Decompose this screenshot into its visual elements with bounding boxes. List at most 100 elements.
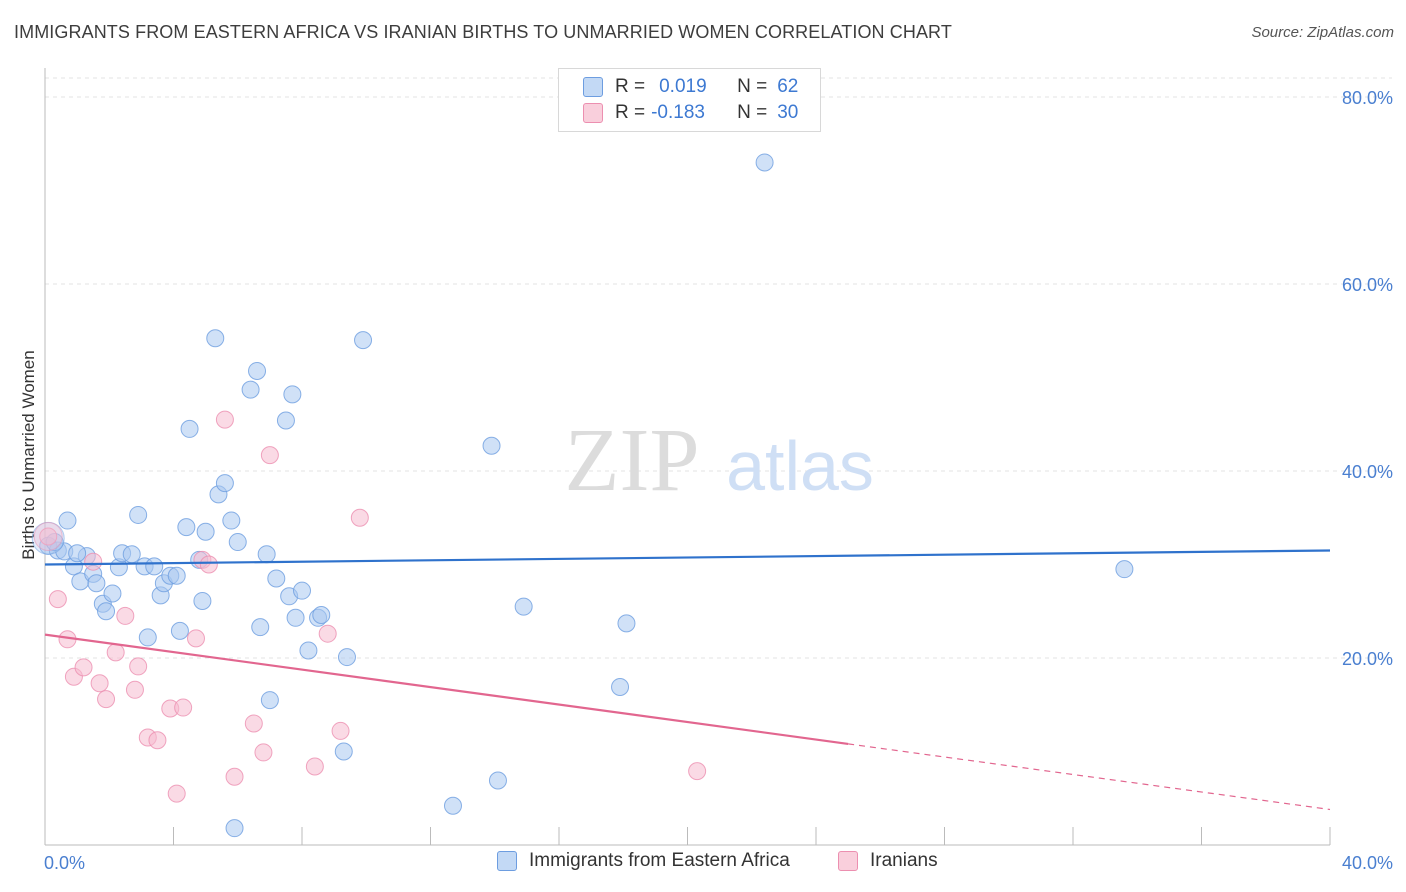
- data-point: [145, 557, 164, 576]
- data-point: [254, 743, 273, 762]
- bottom-legend-label: Immigrants from Eastern Africa: [529, 850, 790, 871]
- legend-row-eastern-africa: R = 0.019 N = 62: [583, 75, 798, 99]
- data-point: [251, 618, 270, 637]
- data-point: [174, 698, 193, 717]
- data-point: [186, 629, 205, 648]
- data-point: [215, 410, 234, 429]
- legend-r-value: 0.019: [659, 76, 707, 97]
- data-point: [293, 581, 311, 600]
- data-point: [116, 606, 135, 625]
- series-eastern-africa-points: [31, 153, 1134, 838]
- data-point: [177, 518, 196, 537]
- data-point: [286, 608, 305, 627]
- legend-swatch-blue: [583, 77, 603, 97]
- data-point: [97, 690, 116, 709]
- data-point: [87, 574, 106, 593]
- trend-lines: [44, 549, 1331, 811]
- data-point: [199, 555, 218, 574]
- x-tick-label: 40.0%: [1342, 853, 1393, 873]
- data-point: [688, 762, 707, 781]
- grid-lines: [45, 77, 1392, 659]
- data-point: [206, 329, 225, 348]
- data-point: [58, 511, 77, 530]
- data-point: [148, 731, 167, 750]
- correlation-legend: R = 0.019 N = 62 R = -0.183 N = 30: [558, 68, 821, 132]
- data-point: [260, 446, 279, 465]
- data-point: [305, 757, 324, 776]
- data-point: [331, 721, 350, 740]
- data-point-cluster: [33, 521, 63, 551]
- watermark-zip: ZIP: [565, 411, 700, 510]
- data-point: [84, 552, 103, 571]
- y-axis-label: Births to Unmarried Women: [19, 350, 38, 559]
- data-point: [125, 680, 144, 699]
- bottom-legend-swatch-blue: [497, 851, 517, 871]
- data-point: [260, 691, 279, 710]
- data-point: [138, 628, 157, 647]
- data-point: [318, 624, 337, 643]
- data-point: [129, 505, 148, 524]
- legend-n-label: N =: [737, 76, 768, 97]
- y-tick-label: 20.0%: [1342, 649, 1393, 669]
- trend-line-eastern-africa: [44, 549, 1331, 566]
- data-point: [167, 784, 186, 803]
- data-point: [215, 474, 234, 493]
- data-point: [244, 714, 263, 733]
- watermark: ZIP atlas: [565, 411, 874, 510]
- data-point: [90, 674, 109, 693]
- data-point: [97, 602, 116, 621]
- legend-n-label: N =: [737, 102, 768, 123]
- legend-n-value: 30: [777, 102, 799, 123]
- data-point: [241, 380, 260, 399]
- trend-line-iranians-dashed: [848, 743, 1331, 811]
- y-tick-label: 80.0%: [1342, 88, 1393, 108]
- data-point: [167, 566, 186, 585]
- data-point: [170, 621, 189, 640]
- y-tick-label: 60.0%: [1342, 275, 1393, 295]
- data-point: [312, 605, 331, 624]
- bottom-legend-eastern-africa: Immigrants from Eastern Africa: [497, 850, 790, 872]
- data-point: [222, 511, 241, 530]
- y-tick-labels: 20.0% 40.0% 60.0% 80.0%: [1342, 88, 1393, 669]
- data-point: [267, 569, 286, 588]
- y-tick-label: 40.0%: [1342, 462, 1393, 482]
- data-point: [129, 657, 148, 676]
- watermark-atlas: atlas: [726, 427, 874, 505]
- data-point: [193, 591, 212, 610]
- chart-title: IMMIGRANTS FROM EASTERN AFRICA VS IRANIA…: [14, 22, 952, 42]
- legend-r-label: R =: [615, 76, 646, 97]
- data-point: [39, 527, 58, 546]
- x-tick-labels: 0.0% 40.0%: [44, 853, 1393, 873]
- data-point: [482, 436, 501, 455]
- data-point: [225, 767, 244, 786]
- data-point: [103, 584, 122, 603]
- bottom-legend-label: Iranians: [870, 850, 938, 871]
- data-point: [617, 614, 636, 633]
- legend-r-value: -0.183: [651, 102, 705, 123]
- data-point: [755, 153, 774, 172]
- legend-row-iranians: R = -0.183 N = 30: [583, 101, 798, 125]
- bottom-legend-iranians: Iranians: [838, 850, 938, 872]
- data-point: [350, 508, 369, 527]
- series-iranians-points: [33, 410, 707, 803]
- data-point: [283, 385, 302, 404]
- data-point: [257, 545, 276, 564]
- axes: [44, 68, 1331, 846]
- data-point: [248, 361, 267, 380]
- data-point: [354, 331, 373, 350]
- data-point: [488, 771, 507, 790]
- data-point: [122, 545, 141, 564]
- data-point: [1115, 560, 1134, 579]
- data-point: [611, 677, 630, 696]
- data-point: [74, 658, 93, 677]
- legend-n-value: 62: [777, 76, 799, 97]
- x-tick-label: 0.0%: [44, 853, 85, 873]
- data-point: [196, 522, 215, 541]
- data-point: [68, 544, 87, 563]
- bottom-legend-swatch-pink: [838, 851, 858, 871]
- data-point: [228, 533, 247, 552]
- data-point: [514, 597, 533, 616]
- legend-r-label: R =: [615, 102, 646, 123]
- trend-line-iranians: [44, 633, 849, 745]
